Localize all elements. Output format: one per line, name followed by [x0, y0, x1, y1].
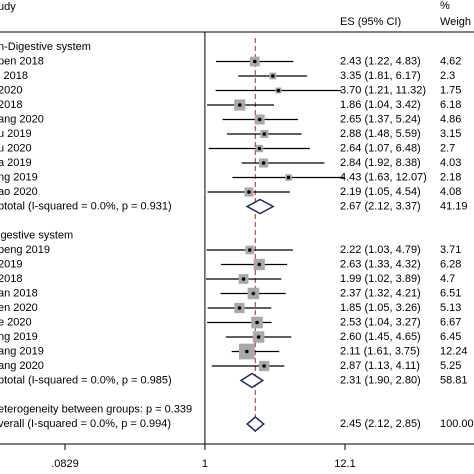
- subtotal-label: btotal (I-squared = 0.0%, p = 0.931): [0, 200, 172, 212]
- es-label: 1.99 (1.02, 3.89): [340, 273, 421, 285]
- point-estimate: [247, 190, 251, 194]
- group-label: igestive system: [0, 229, 73, 241]
- study-label: 2018: [0, 99, 22, 111]
- es-label: 2.22 (1.03, 4.79): [340, 244, 421, 256]
- study-label: ng 2019: [0, 171, 38, 183]
- point-estimate: [247, 248, 252, 252]
- heterogeneity-label: eterogeneity between groups: p = 0.339: [0, 403, 192, 415]
- study-label: en 2020: [0, 302, 38, 314]
- weight-label: 6.18: [440, 99, 461, 111]
- point-estimate: [237, 103, 242, 107]
- point-estimate: [257, 117, 262, 122]
- weight-label: 100.00: [440, 418, 474, 430]
- pooled-diamond: [245, 416, 265, 432]
- overall-label: verall (I-squared = 0.0%, p = 0.994): [0, 418, 171, 430]
- point-estimate: [251, 291, 256, 296]
- es-label: 2.31 (1.90, 2.80): [340, 374, 421, 386]
- weight-label: 4.08: [440, 186, 461, 198]
- study-label: u 2020: [0, 142, 32, 154]
- study-label: 2019: [0, 258, 22, 270]
- es-label: 2.63 (1.33, 4.32): [340, 258, 421, 270]
- point-estimate: [256, 335, 261, 339]
- point-estimate: [237, 306, 242, 310]
- es-label: 2.65 (1.37, 5.24): [340, 113, 421, 125]
- pooled-diamond: [245, 198, 275, 215]
- weight-label: 6.67: [440, 316, 461, 328]
- point-estimate: [262, 132, 267, 136]
- weight-label: 5.25: [440, 360, 461, 372]
- point-estimate: [257, 262, 262, 267]
- es-label: 2.87 (1.13, 4.11): [340, 360, 420, 372]
- weight-label: 3.15: [440, 128, 461, 140]
- es-label: 2.64 (1.07, 6.48): [340, 142, 421, 154]
- weight-label: 4.62: [440, 55, 461, 67]
- point-estimate: [245, 349, 249, 354]
- point-estimate: [271, 74, 275, 78]
- study-label: ang 2020: [0, 113, 44, 125]
- study-label: pen 2018: [0, 55, 44, 67]
- es-label: 2.67 (2.12, 3.37): [340, 200, 421, 212]
- es-label: 4.43 (1.63, 12.07): [340, 171, 427, 183]
- point-estimate: [261, 161, 266, 165]
- x-tick-label: 12.1: [334, 458, 355, 470]
- es-label: 2.19 (1.05, 4.54): [340, 186, 421, 198]
- study-label: peng 2019: [0, 244, 50, 256]
- x-tick-label: .0829: [51, 458, 79, 470]
- weight-label: 6.28: [440, 258, 461, 270]
- study-label: a 2019: [0, 157, 32, 169]
- weight-label: 6.51: [440, 287, 461, 299]
- es-label: 1.85 (1.05, 3.26): [340, 302, 421, 314]
- weight-label: 4.86: [440, 113, 461, 125]
- study-label: u 2019: [0, 128, 32, 140]
- study-header: udy: [0, 1, 16, 13]
- weight-label: 4.03: [440, 157, 461, 169]
- es-label: 3.70 (1.21, 11.32): [340, 84, 426, 96]
- study-label: ng 2019: [0, 331, 38, 343]
- es-label: 2.60 (1.45, 4.65): [340, 331, 421, 343]
- weight-label: 58.81: [440, 374, 468, 386]
- weight-header: %: [440, 0, 450, 12]
- es-label: 2.37 (1.32, 4.21): [340, 287, 421, 299]
- es-label: 2.45 (2.12, 2.85): [340, 418, 421, 430]
- point-estimate: [276, 88, 281, 93]
- weight-label: 2.7: [440, 142, 455, 154]
- es-label: 2.43 (1.22, 4.83): [340, 55, 421, 67]
- weight-label: 5.13: [440, 302, 461, 314]
- es-label: 2.11 (1.61, 3.75): [340, 345, 420, 357]
- weight-label: 2.18: [440, 171, 461, 183]
- point-estimate: [255, 320, 259, 325]
- es-label: 2.53 (1.04, 3.27): [340, 316, 421, 328]
- es-header: ES (95% CI): [340, 16, 401, 28]
- study-label: ao 2020: [0, 186, 38, 198]
- es-label: 1.86 (1.04, 3.42): [340, 99, 421, 111]
- weight-label: 6.45: [440, 331, 461, 343]
- study-label: an 2018: [0, 287, 38, 299]
- study-label: 2020: [0, 84, 22, 96]
- study-label: ang 2019: [0, 345, 44, 357]
- pooled-diamond: [239, 372, 265, 389]
- point-estimate: [241, 277, 246, 281]
- point-estimate: [257, 146, 262, 151]
- weight-label: 12.24: [440, 345, 468, 357]
- es-label: 2.84 (1.92, 8.38): [340, 157, 421, 169]
- point-estimate: [253, 59, 257, 64]
- study-label: ang 2020: [0, 360, 44, 372]
- study-label: e 2020: [0, 316, 32, 328]
- weight-label: 3.71: [440, 244, 461, 256]
- point-estimate: [262, 364, 266, 368]
- point-estimate: [286, 175, 291, 180]
- study-label: i 2018: [0, 70, 28, 82]
- es-label: 2.88 (1.48, 5.59): [340, 128, 421, 140]
- weight-label: 1.75: [440, 84, 461, 96]
- weight-label: 41.19: [440, 200, 468, 212]
- study-label: 2018: [0, 273, 22, 285]
- es-label: 3.35 (1.81, 6.17): [340, 70, 421, 82]
- weight-header: Weigh: [440, 16, 471, 28]
- weight-label: 4.7: [440, 273, 455, 285]
- weight-label: 2.3: [440, 70, 455, 82]
- x-tick-label: 1: [202, 458, 208, 470]
- subtotal-label: btotal (I-squared = 0.0%, p = 0.985): [0, 374, 172, 386]
- group-label: n-Digestive system: [0, 41, 91, 53]
